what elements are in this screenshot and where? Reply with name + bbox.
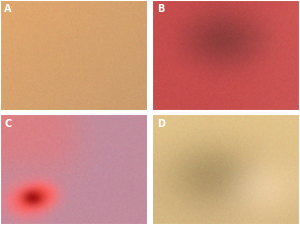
Text: B: B [157,4,164,14]
Text: A: A [4,4,12,14]
Text: C: C [4,119,12,129]
Text: D: D [157,119,165,129]
